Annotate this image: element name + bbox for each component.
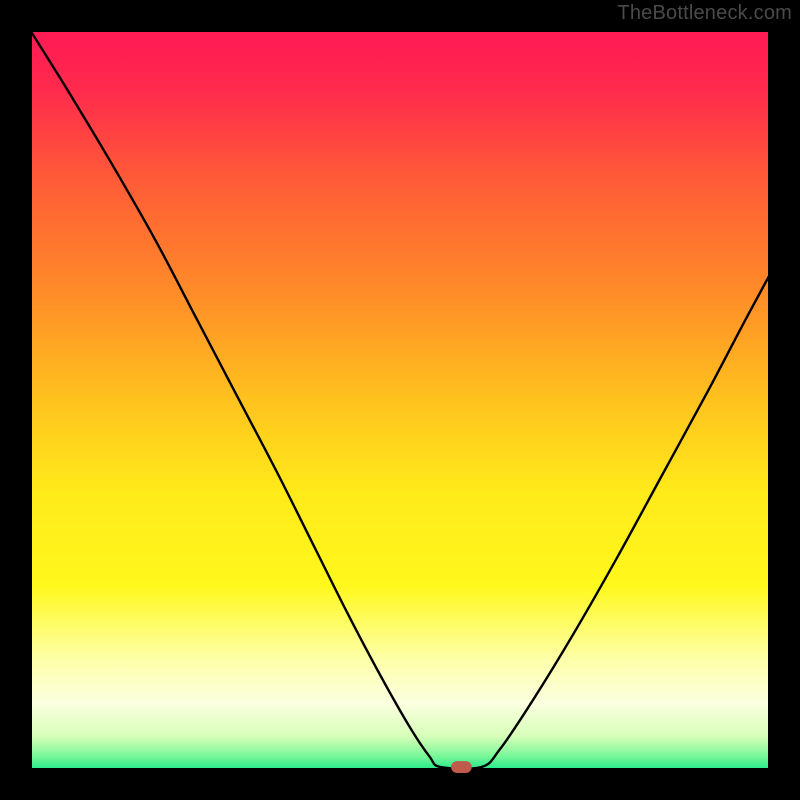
plot-area [30, 30, 770, 770]
bottleneck-chart [0, 0, 800, 800]
valley-marker [451, 761, 472, 773]
watermark-text: TheBottleneck.com [617, 2, 792, 25]
stage: TheBottleneck.com [0, 0, 800, 800]
